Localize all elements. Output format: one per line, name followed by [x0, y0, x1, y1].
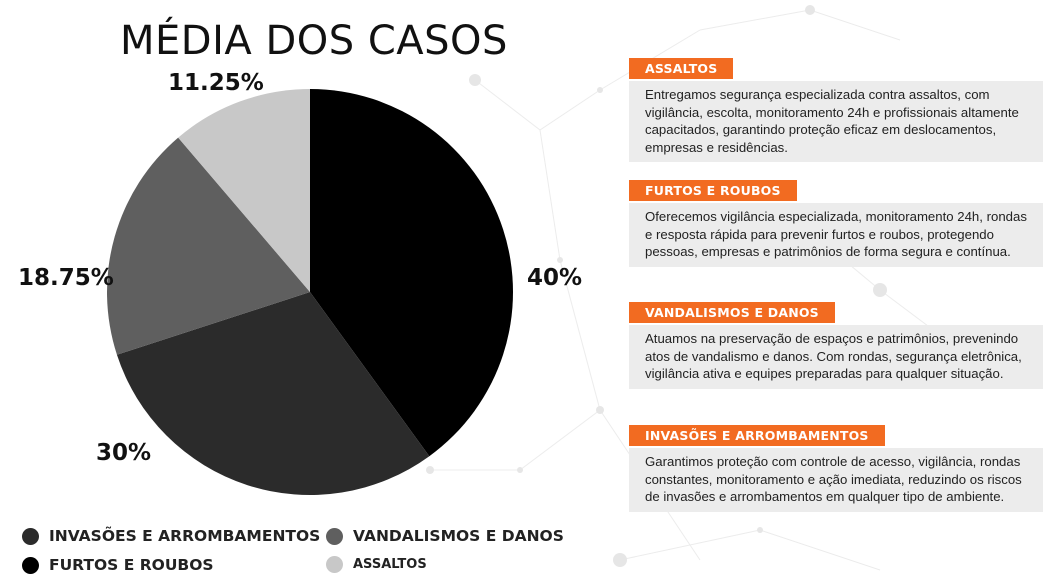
- pie-slice-furtos-e-roubos: [310, 89, 513, 457]
- legend-swatch: [22, 527, 39, 545]
- card-text: Oferecemos vigilância especializada, mon…: [629, 203, 1043, 267]
- legend-label: INVASÕES E ARROMBAMENTOS: [49, 527, 321, 545]
- card-title: INVASÕES E ARROMBAMENTOS: [629, 425, 885, 446]
- legend-item-invasoes-e-arrombamentos: INVASÕES E ARROMBAMENTOS: [22, 527, 320, 545]
- card-title: ASSALTOS: [629, 58, 734, 79]
- card-text: Entregamos segurança especializada contr…: [629, 81, 1043, 162]
- pie-slice-vandalismos-e-danos: [107, 137, 311, 355]
- legend-swatch: [326, 527, 343, 545]
- slice-label-invasoes-e-arrombamentos: 30%: [96, 440, 152, 466]
- slice-label-vandalismos-e-danos: 18.75%: [18, 265, 114, 291]
- legend-swatch: [326, 556, 343, 573]
- pie-chart: [107, 89, 513, 496]
- card-title: FURTOS E ROUBOS: [629, 180, 797, 201]
- slice-label-furtos-e-roubos: 40%: [527, 265, 583, 291]
- card-vandalismos-e-danos: VANDALISMOS E DANOS Atuamos na preservaç…: [629, 302, 1043, 389]
- pie-slice-invasoes-e-arrombamentos: [116, 292, 430, 496]
- legend-item-vandalismos-e-danos: VANDALISMOS E DANOS: [326, 527, 564, 545]
- card-title: VANDALISMOS E DANOS: [629, 302, 835, 323]
- legend-label: ASSALTOS: [353, 557, 427, 572]
- legend-item-furtos-e-roubos: FURTOS E ROUBOS: [22, 556, 214, 574]
- card-text: Garantimos proteção com controle de aces…: [629, 448, 1043, 512]
- card-furtos-e-roubos: FURTOS E ROUBOS Oferecemos vigilância es…: [629, 180, 1043, 267]
- card-text: Atuamos na preservação de espaços e patr…: [629, 325, 1043, 389]
- slice-label-assaltos: 11.25%: [168, 70, 264, 96]
- legend-label: FURTOS E ROUBOS: [49, 556, 214, 574]
- legend-label: VANDALISMOS E DANOS: [353, 527, 564, 545]
- legend-item-assaltos: ASSALTOS: [326, 556, 427, 573]
- legend-swatch: [22, 556, 39, 574]
- pie-slice-assaltos: [178, 89, 310, 292]
- chart-title: MÉDIA DOS CASOS: [120, 18, 508, 64]
- card-assaltos: ASSALTOS Entregamos segurança especializ…: [629, 58, 1043, 162]
- card-invasoes-e-arrombamentos: INVASÕES E ARROMBAMENTOS Garantimos prot…: [629, 425, 1043, 512]
